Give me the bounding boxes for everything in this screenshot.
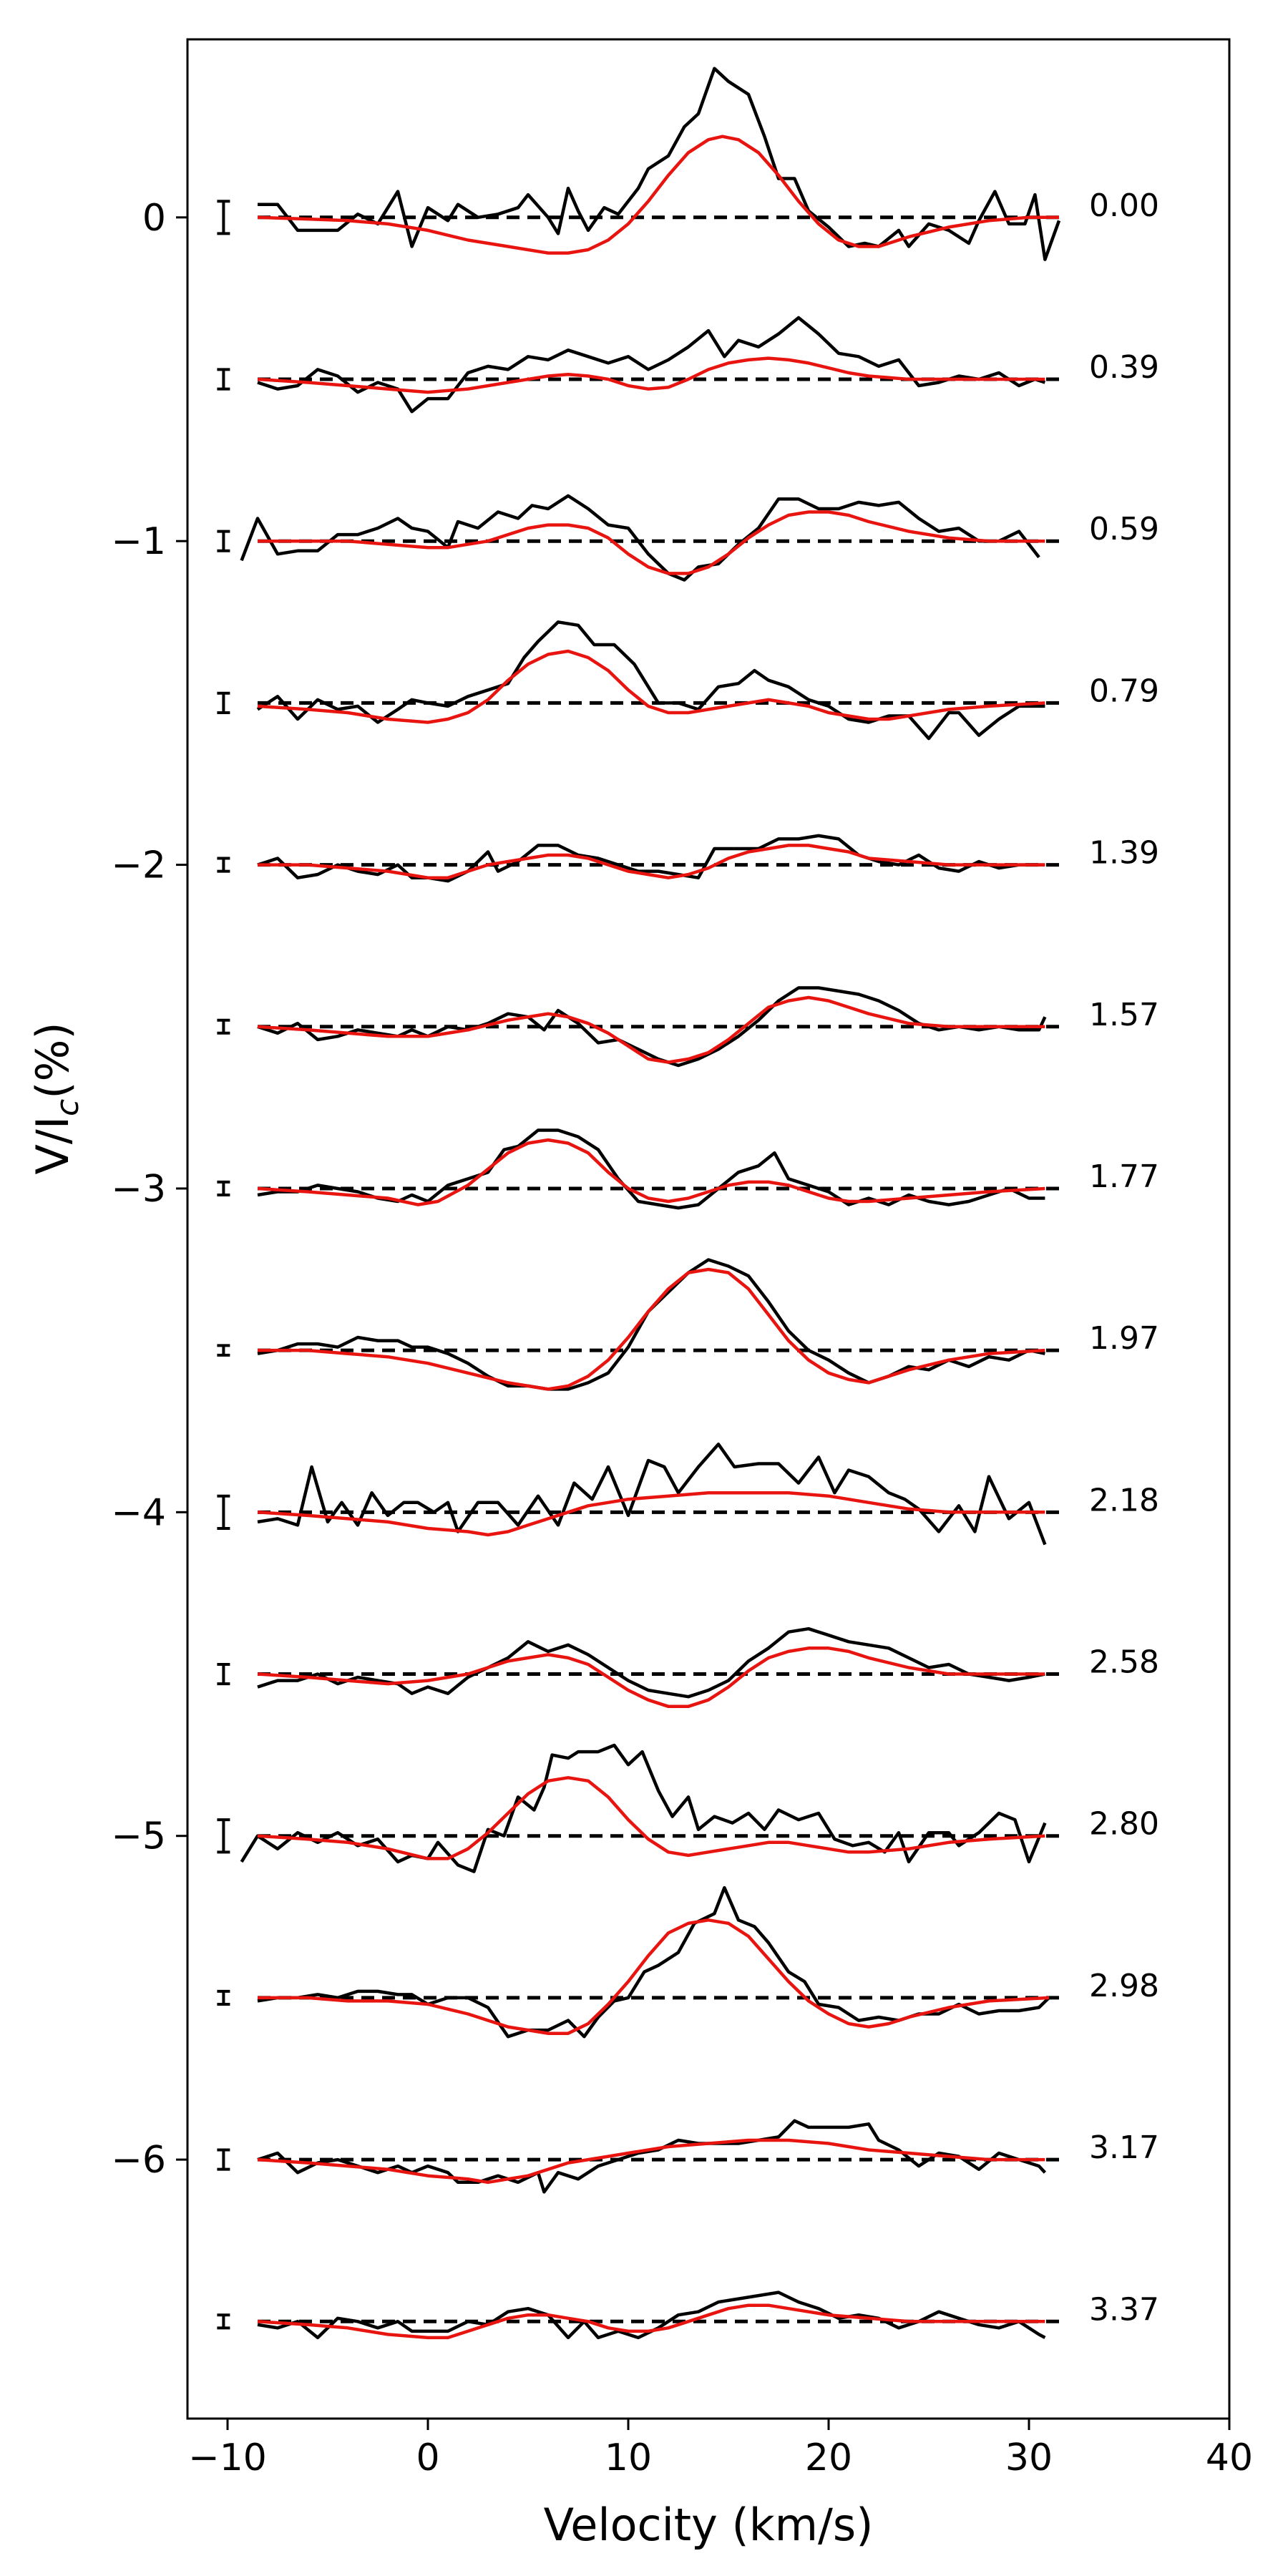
y-axis-label-unit: (%)	[26, 1022, 79, 1098]
y-tick-label--1: −1	[111, 520, 166, 563]
model-line-1.39	[258, 844, 1045, 879]
y-tick-label--3: −3	[111, 1168, 166, 1211]
model-line-1.77	[257, 1138, 1045, 1206]
phase-label-2.58: 2.58	[1089, 1644, 1159, 1681]
y-tick-label--5: −5	[111, 1815, 166, 1858]
profile-2.80: 2.80	[217, 1743, 1159, 1873]
profile-0.79: 0.79	[217, 620, 1159, 741]
y-axis-label-main: V/I	[26, 1116, 79, 1175]
profile-0.00: 0.00	[217, 67, 1159, 261]
phase-label-3.17: 3.17	[1089, 2129, 1159, 2166]
observed-line-1.97	[257, 1258, 1045, 1391]
model-line-2.98	[258, 1918, 1050, 2035]
profiles-layer: 0.00 0.39 0.59 0.79 1.39 1.57 1.77 1.97 2.18 2.58…	[217, 67, 1159, 2340]
model-line-1.57	[257, 995, 1045, 1064]
model-line-3.17	[257, 2138, 1045, 2185]
profile-2.98: 2.98	[217, 1885, 1159, 2039]
observed-line-0.59	[240, 494, 1040, 582]
profile-1.77: 1.77	[217, 1128, 1159, 1210]
model-line-0.79	[257, 649, 1045, 724]
x-tick-label-30: 30	[1005, 2436, 1053, 2479]
observed-line-0.79	[256, 620, 1045, 741]
phase-label-1.57: 1.57	[1089, 997, 1159, 1033]
phase-label-0.39: 0.39	[1089, 349, 1159, 386]
axes-layer: −10 0 10 20 30 40 0 −1 −2 −3 −4 −5 −6	[111, 38, 1253, 2479]
phase-label-0.59: 0.59	[1089, 511, 1159, 547]
observed-line-2.58	[257, 1626, 1045, 1699]
phase-label-0.79: 0.79	[1089, 673, 1159, 709]
observed-line-0.39	[257, 316, 1046, 414]
model-line-1.97	[258, 1267, 1045, 1391]
x-tick-label-10: 10	[605, 2436, 652, 2479]
observed-line-3.17	[257, 2119, 1047, 2194]
y-tick-label--6: −6	[111, 2139, 166, 2182]
observed-line-2.80	[240, 1743, 1047, 1873]
profile-0.59: 0.59	[217, 494, 1159, 582]
model-line-2.18	[257, 1491, 1045, 1537]
phase-label-1.39: 1.39	[1089, 835, 1159, 872]
plot-frame	[186, 38, 1231, 2420]
phase-label-2.80: 2.80	[1089, 1806, 1159, 1843]
phase-label-2.18: 2.18	[1089, 1482, 1159, 1518]
profile-2.18: 2.18	[217, 1443, 1159, 1546]
y-tick-label--2: −2	[111, 844, 166, 887]
x-axis-label: Velocity (km/s)	[544, 2499, 874, 2551]
model-line-3.37	[257, 2303, 1045, 2340]
x-tick-label-0: 0	[416, 2436, 439, 2479]
profile-3.37: 3.37	[217, 2290, 1159, 2340]
observed-line-2.98	[257, 1885, 1050, 2039]
x-tick-label-40: 40	[1206, 2436, 1253, 2479]
y-tick-label-0: 0	[142, 197, 166, 240]
profile-0.39: 0.39	[217, 316, 1159, 414]
profile-1.39: 1.39	[217, 834, 1159, 883]
y-axis-label-subscript: c	[49, 1099, 86, 1116]
model-line-0.39	[257, 356, 1045, 394]
x-tick-label--10: −10	[188, 2436, 267, 2479]
profile-2.58: 2.58	[217, 1626, 1159, 1709]
observed-line-1.57	[257, 986, 1047, 1068]
phase-label-1.77: 1.77	[1089, 1158, 1159, 1195]
model-line-2.80	[257, 1776, 1045, 1860]
phase-label-0.00: 0.00	[1089, 187, 1159, 224]
x-tick-label-20: 20	[805, 2436, 852, 2479]
observed-line-0.00	[258, 67, 1061, 261]
model-line-0.59	[258, 510, 1045, 575]
phase-label-2.98: 2.98	[1089, 1968, 1159, 2004]
profile-1.57: 1.57	[217, 986, 1159, 1068]
profile-1.97: 1.97	[217, 1258, 1159, 1391]
profile-3.17: 3.17	[217, 2119, 1159, 2194]
model-line-0.00	[257, 135, 1059, 255]
model-line-2.58	[257, 1646, 1045, 1709]
y-axis-label: V/Ic(%)	[26, 1022, 86, 1174]
y-tick-label--4: −4	[111, 1491, 166, 1534]
observed-line-2.18	[257, 1443, 1047, 1546]
phase-label-3.37: 3.37	[1089, 2291, 1159, 2328]
phase-label-1.97: 1.97	[1089, 1320, 1159, 1357]
